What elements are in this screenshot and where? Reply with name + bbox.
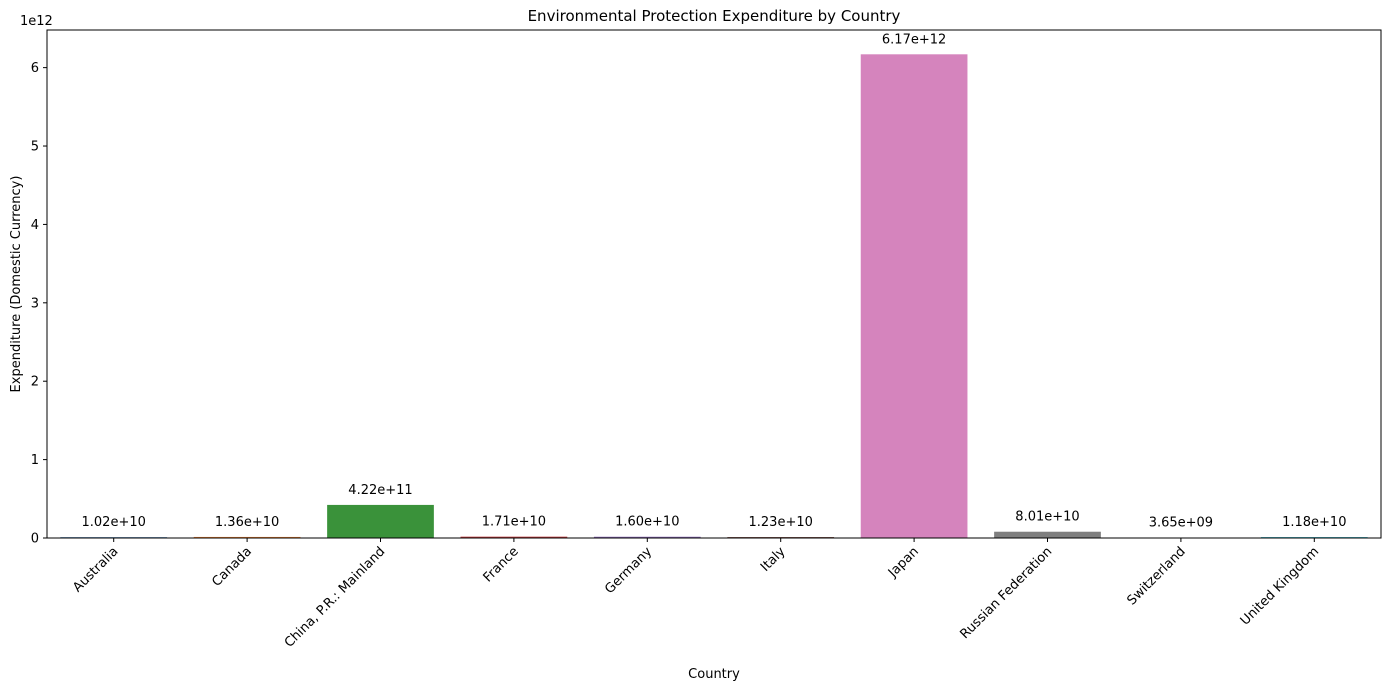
data-label-9: 1.18e+10 [1282,515,1346,530]
data-label-0: 1.02e+10 [82,515,146,530]
data-label-5: 1.23e+10 [749,515,813,530]
y-tick-label-1: 1 [31,453,39,468]
bar-6 [860,54,968,539]
bar-3 [460,536,568,538]
chart-title: Environmental Protection Expenditure by … [528,7,901,25]
y-axis-offset-label: 1e12 [20,14,53,29]
x-tick-label-1: Canada [209,544,255,590]
y-tick-label-3: 3 [31,296,39,311]
bars-group [60,54,1368,539]
data-label-7: 8.01e+10 [1015,510,1079,525]
data-labels-group: 1.02e+10 1.36e+10 4.22e+11 1.71e+10 1.60e+10… [82,32,1347,530]
x-tick-label-7: Russian Federation [957,544,1055,642]
x-tick-label-5: Italy [758,544,789,575]
y-tick-label-6: 6 [31,61,39,76]
x-tick-label-0: Australia [70,544,121,595]
bar-2 [327,504,434,538]
x-tick-label-4: Germany [602,544,655,597]
plot-frame [46,29,1382,539]
data-label-6: 6.17e+12 [882,32,946,47]
data-label-1: 1.36e+10 [215,515,279,530]
data-label-4: 1.60e+10 [615,515,679,530]
data-label-2: 4.22e+11 [348,483,412,498]
x-tick-label-8: Switzerland [1124,544,1188,608]
data-label-8: 3.65e+09 [1149,516,1213,531]
x-tick-label-6: Japan [885,544,922,581]
x-ticks-group: Australia Canada China, P.R.: Mainland Fran… [70,538,1322,651]
x-axis-title: Country [688,667,740,682]
x-tick-label-3: France [481,544,522,585]
x-tick-label-9: United Kingdom [1238,544,1322,628]
x-tick-label-2: China, P.R.: Mainland [282,544,389,651]
bar-7 [994,531,1101,538]
y-tick-label-2: 2 [31,375,39,390]
y-ticks-group: 0 1 2 3 4 5 6 [31,61,47,547]
y-axis-title: Expenditure (Domestic Currency) [9,176,24,393]
data-label-3: 1.71e+10 [482,515,546,530]
y-tick-label-5: 5 [31,140,39,155]
y-tick-label-4: 4 [31,218,39,233]
bar-4 [593,536,701,538]
y-tick-label-0: 0 [31,532,39,547]
bar-1 [193,536,301,538]
